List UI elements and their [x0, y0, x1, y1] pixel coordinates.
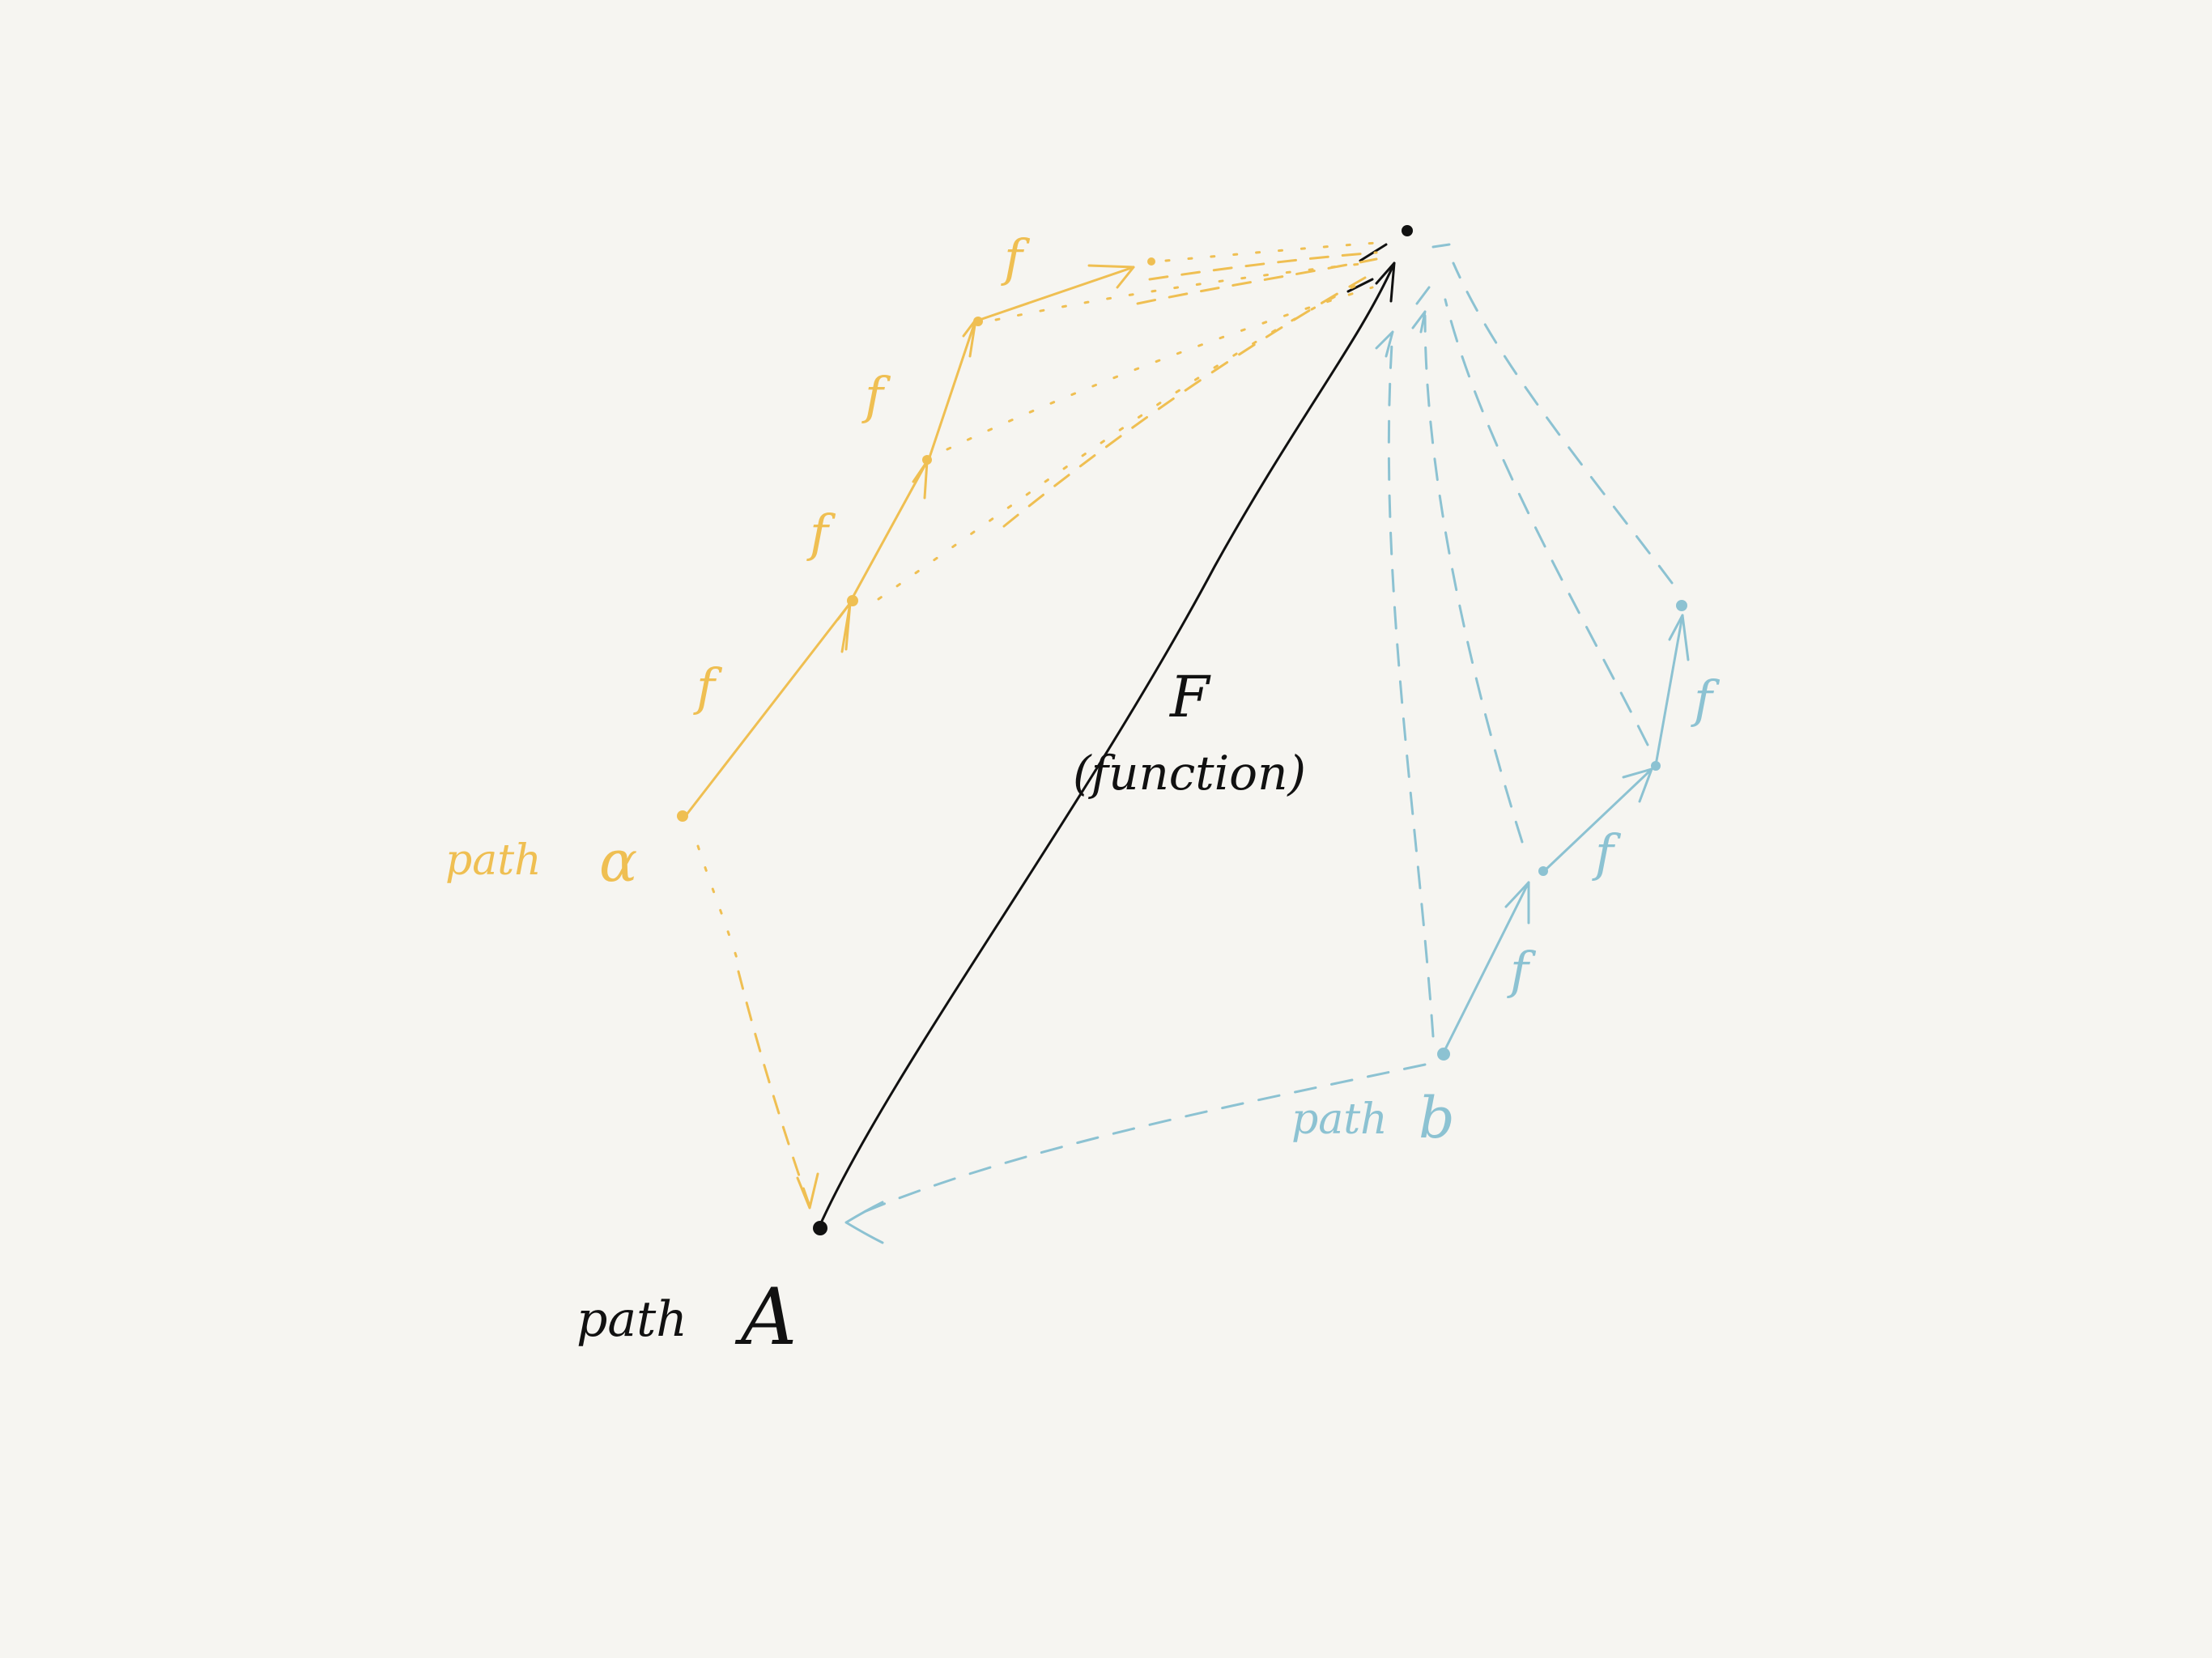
path-b-symbol: b — [1419, 1085, 1455, 1151]
path-alpha-chain — [677, 241, 1378, 1209]
path-b-label: path — [1291, 1095, 1388, 1144]
apex-point — [1402, 225, 1413, 236]
F-description: (function) — [1073, 746, 1306, 801]
f-label-b-2: f — [1592, 823, 1622, 882]
alpha-node-0 — [677, 810, 688, 822]
f-label-b-1: f — [1507, 941, 1537, 1000]
b-node-2 — [1651, 761, 1661, 771]
b-node-1 — [1538, 866, 1548, 876]
f-label-alpha-2: f — [806, 504, 836, 563]
path-alpha-label: path — [445, 836, 542, 885]
F-symbol: F — [1168, 664, 1211, 730]
f-label-b-3: f — [1691, 670, 1721, 729]
b-node-3 — [1676, 600, 1687, 611]
path-alpha-symbol: α — [599, 828, 637, 895]
alpha-node-4 — [1147, 257, 1155, 266]
path-A-label: path — [576, 1291, 687, 1348]
alpha-node-2 — [922, 455, 932, 465]
function-F-arrow — [813, 225, 1413, 1235]
f-label-alpha-4: f — [1001, 228, 1031, 287]
path-b-chain — [844, 243, 1690, 1244]
b-node-0 — [1437, 1048, 1450, 1061]
f-label-alpha-3: f — [861, 366, 891, 425]
alpha-node-3 — [973, 317, 983, 326]
path-A-point — [813, 1221, 827, 1235]
path-A-symbol: A — [734, 1272, 797, 1363]
f-label-alpha-1: f — [693, 657, 723, 716]
alpha-node-1 — [847, 595, 858, 606]
